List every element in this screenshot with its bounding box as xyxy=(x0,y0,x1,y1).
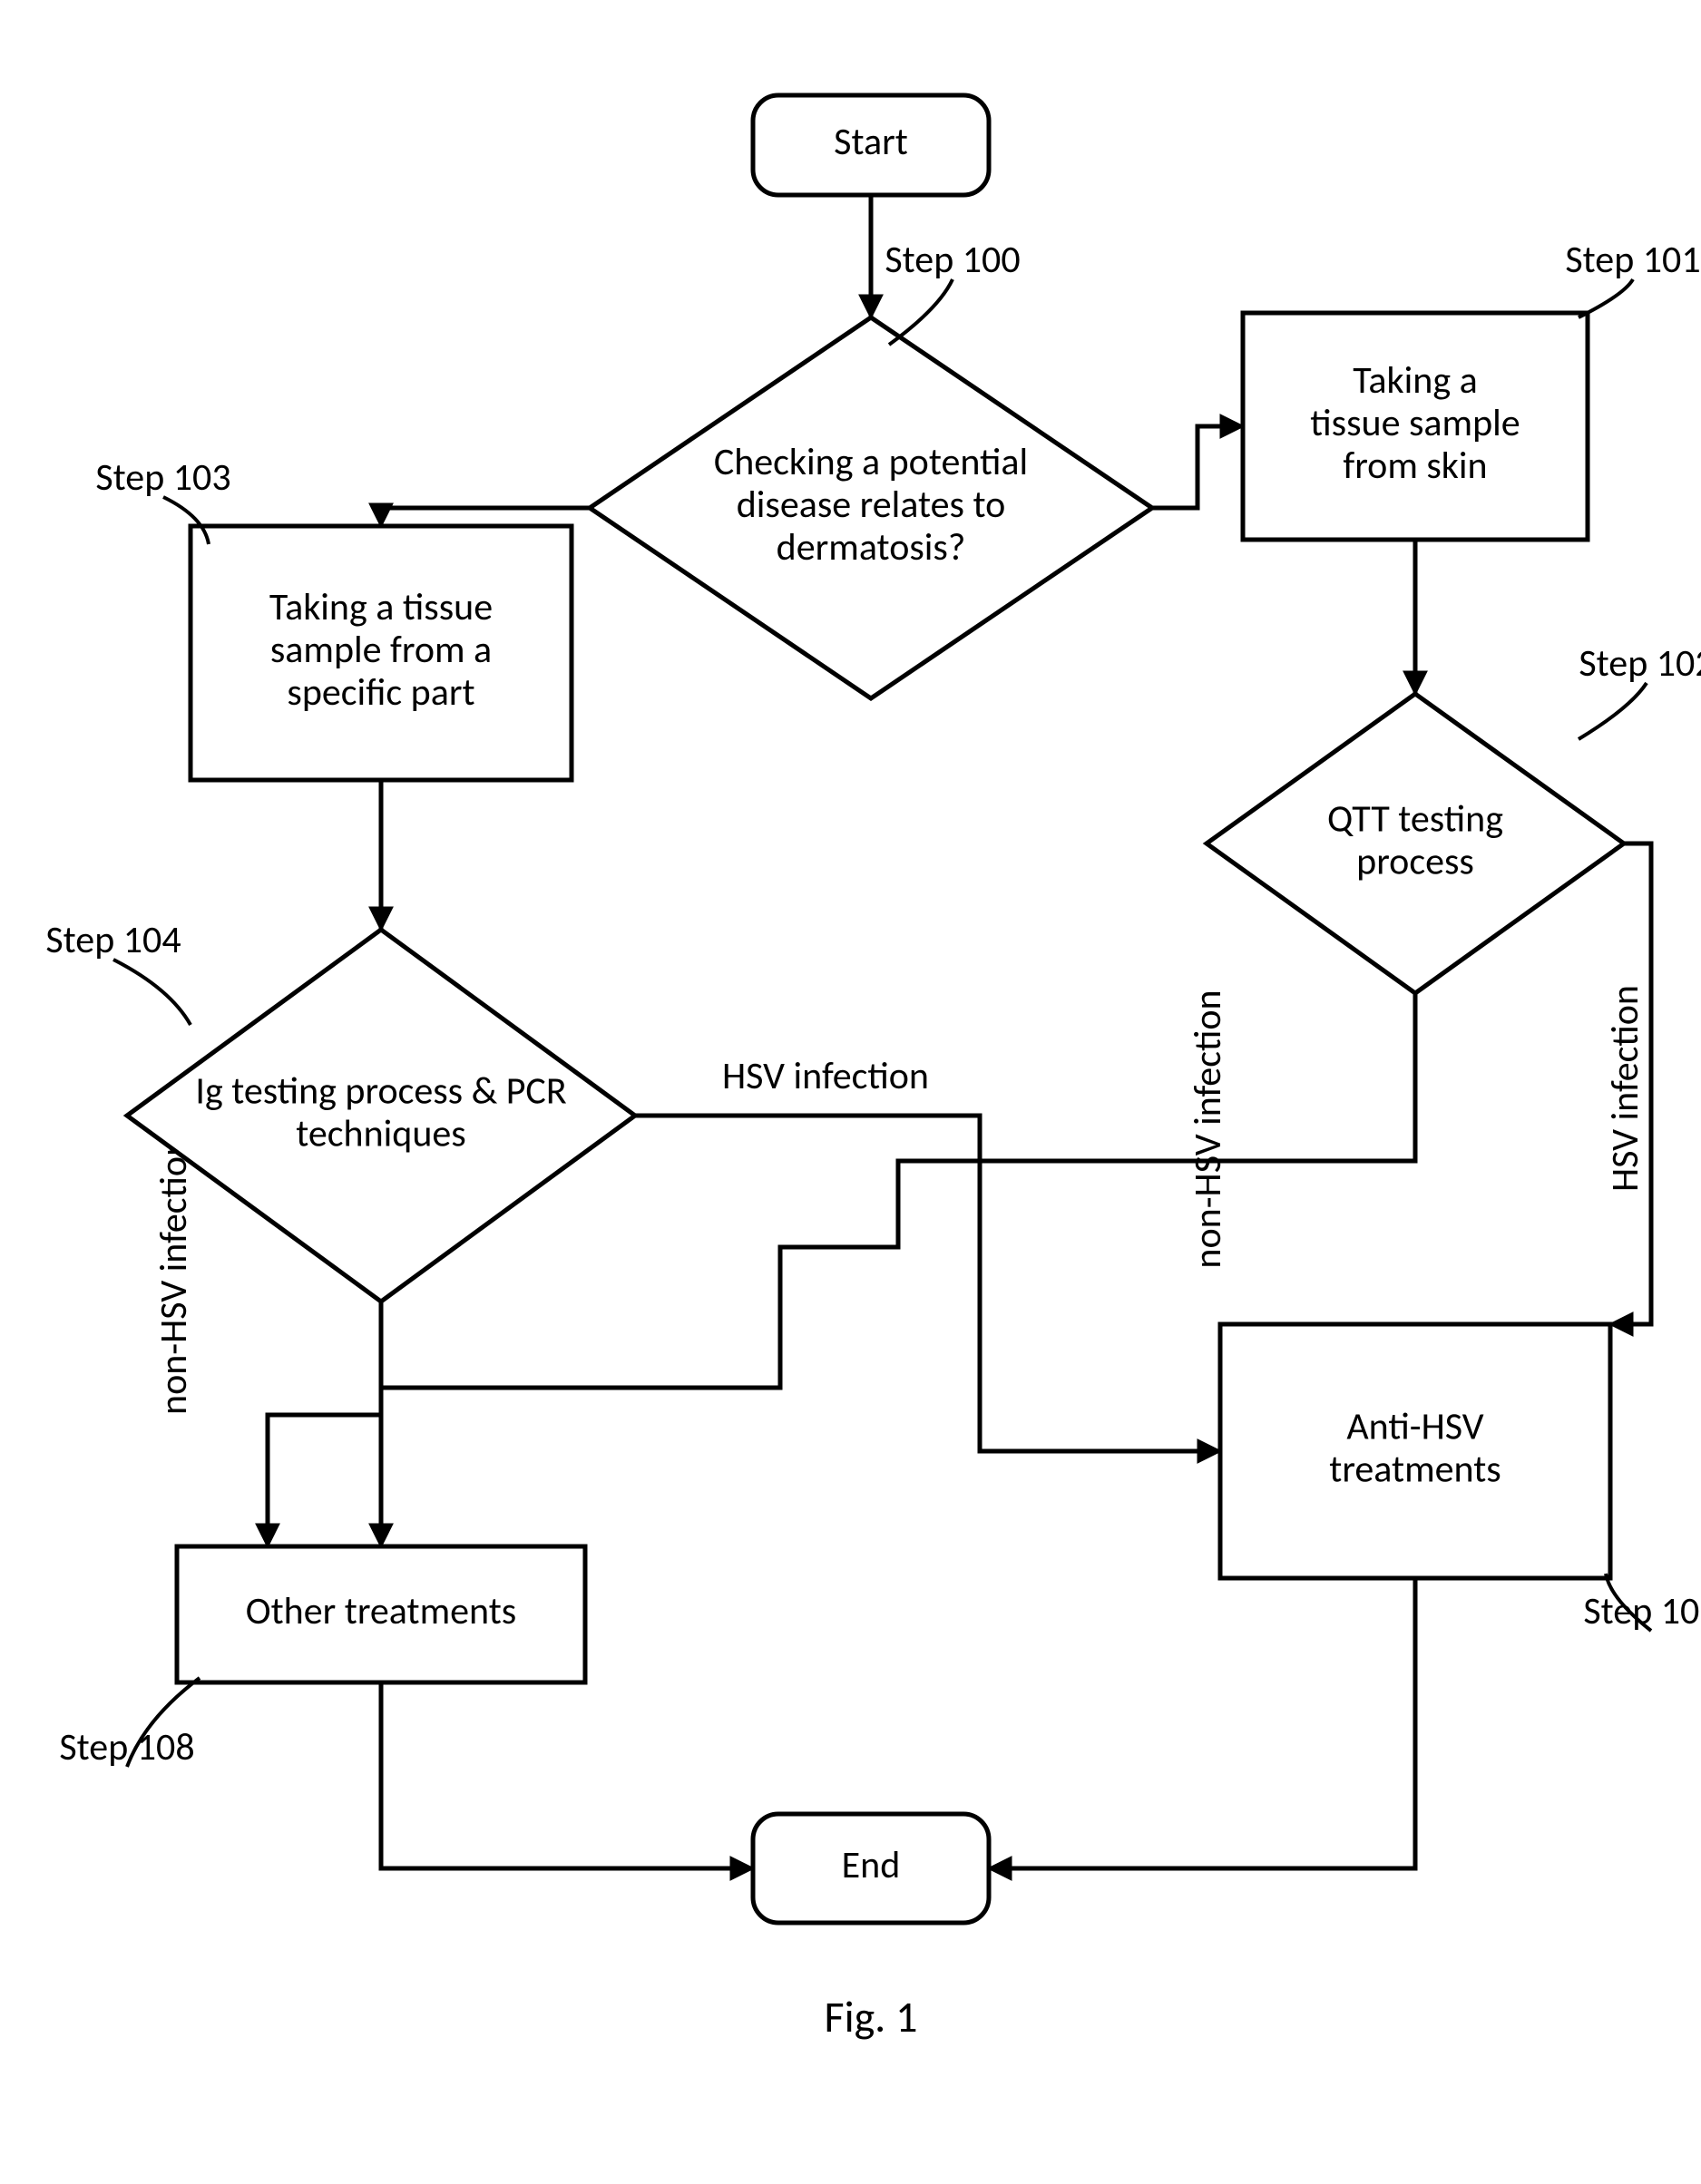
flow-edge xyxy=(268,1302,381,1546)
flow-edge xyxy=(635,1116,1220,1451)
edge-label: non-HSV infection xyxy=(1185,990,1231,1268)
node-label: Anti-HSVtreatments xyxy=(1329,1404,1501,1493)
node-label: Start xyxy=(834,119,908,165)
flow-edge xyxy=(989,1578,1415,1868)
node-d104: Ig testing process & PCRtechniques xyxy=(127,930,635,1302)
step-label: Step 108 xyxy=(59,1724,194,1770)
edge-label: HSV infection xyxy=(722,1053,929,1099)
node-label: End xyxy=(842,1842,901,1888)
node-label: Taking a tissuesample from aspecific par… xyxy=(269,584,493,716)
step-leader xyxy=(113,960,191,1025)
flow-edge xyxy=(1152,426,1243,508)
step-label: Step 103 xyxy=(95,454,230,501)
node-end: End xyxy=(753,1814,989,1923)
node-b101: Taking atissue samplefrom skin xyxy=(1243,313,1588,540)
step-label: Step 100 xyxy=(885,237,1020,283)
node-d100: Checking a potentialdisease relates tode… xyxy=(590,317,1152,698)
step-label: Step 101 xyxy=(1565,237,1700,283)
node-b106: Anti-HSVtreatments xyxy=(1220,1324,1610,1578)
edge-label: HSV infection xyxy=(1602,985,1648,1192)
step-label: Step 106 xyxy=(1583,1588,1701,1634)
figure-caption: Fig. 1 xyxy=(825,1990,918,2043)
node-label: Other treatments xyxy=(246,1588,516,1634)
step-leader xyxy=(1579,279,1633,317)
step-label: Step 102 xyxy=(1579,640,1701,687)
node-b108: Other treatments xyxy=(177,1546,585,1682)
edge-label: non-HSV infection xyxy=(151,1136,197,1415)
node-start: Start xyxy=(753,95,989,195)
flow-edge xyxy=(381,508,590,526)
node-d102: QTT testingprocess xyxy=(1207,694,1624,993)
flow-edge xyxy=(381,1682,753,1868)
step-leader xyxy=(1579,683,1647,739)
step-label: Step 104 xyxy=(45,917,181,963)
node-b103: Taking a tissuesample from aspecific par… xyxy=(191,526,572,780)
